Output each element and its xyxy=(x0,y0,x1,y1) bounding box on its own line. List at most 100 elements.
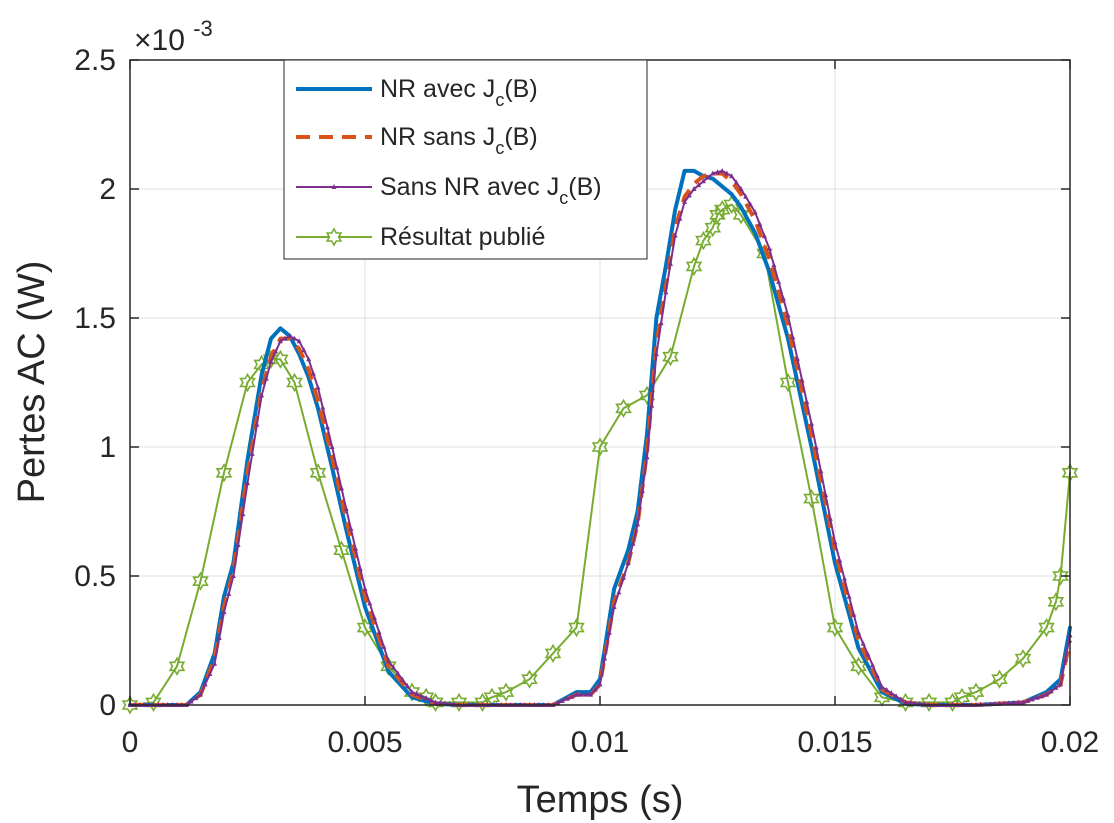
legend-samples xyxy=(296,87,372,247)
data-point xyxy=(733,179,739,185)
y-tick-label: 2.5 xyxy=(74,44,116,77)
data-point xyxy=(555,699,561,705)
data-point xyxy=(668,260,673,266)
data-point xyxy=(813,444,819,450)
data-point xyxy=(823,491,829,497)
y-exponent-label: ×10 -3 xyxy=(134,16,213,57)
data-point xyxy=(677,215,683,221)
legend-label-sans-nr-tail: (B) xyxy=(568,173,601,201)
data-point xyxy=(785,312,791,318)
data-point xyxy=(574,691,579,697)
data-point xyxy=(851,611,857,617)
data-point xyxy=(559,697,565,703)
data-point xyxy=(865,651,871,657)
data-point xyxy=(799,377,805,383)
x-tick-label: 0.02 xyxy=(1041,726,1099,759)
data-point xyxy=(273,348,279,354)
y-tick-label: 0.5 xyxy=(74,560,116,593)
data-point xyxy=(682,198,688,204)
data-point xyxy=(1014,649,1032,669)
data-point xyxy=(249,450,255,456)
data-point xyxy=(215,463,233,483)
data-point xyxy=(1044,691,1049,697)
data-point xyxy=(710,170,716,176)
data-point xyxy=(639,487,645,493)
data-point xyxy=(719,167,725,173)
data-point xyxy=(832,539,838,545)
data-point xyxy=(212,660,218,666)
data-point xyxy=(381,643,387,649)
data-point xyxy=(635,521,641,527)
data-point xyxy=(713,199,731,220)
data-point xyxy=(1034,694,1040,700)
legend-label-nr-avec-base: NR avec J xyxy=(380,75,495,103)
data-point xyxy=(653,351,659,357)
data-point xyxy=(400,676,406,682)
data-point xyxy=(1053,684,1059,690)
data-point xyxy=(306,356,312,362)
data-point xyxy=(1038,617,1055,638)
data-point xyxy=(672,232,678,238)
data-point xyxy=(790,334,796,340)
data-point xyxy=(301,347,307,353)
data-point xyxy=(286,372,303,393)
data-point xyxy=(569,693,575,699)
data-point xyxy=(497,682,515,702)
data-point xyxy=(309,463,327,483)
legend-box xyxy=(283,59,648,260)
data-point xyxy=(752,209,758,215)
data-point xyxy=(856,629,861,635)
data-point xyxy=(846,593,852,599)
data-point xyxy=(1029,696,1035,702)
data-point xyxy=(615,398,632,418)
data-point xyxy=(827,515,833,521)
data-point xyxy=(967,682,985,702)
data-point xyxy=(818,468,824,474)
data-point xyxy=(1039,693,1045,699)
data-point xyxy=(893,693,899,699)
data-point xyxy=(1062,656,1068,662)
data-point xyxy=(371,614,377,620)
data-point xyxy=(591,437,609,457)
x-tick-label: 0.015 xyxy=(797,726,872,759)
legend-label-sans-nr-base: Sans NR avec J xyxy=(380,173,559,201)
data-point xyxy=(192,571,209,591)
data-point xyxy=(263,375,269,381)
tick-labels: 0 0.005 0.01 0.015 0.02 0 0.5 1 1.5 2 2.5 xyxy=(74,44,1099,759)
data-point xyxy=(780,295,786,301)
data-point xyxy=(404,682,410,688)
data-point xyxy=(920,692,938,713)
data-point xyxy=(353,545,359,551)
legend-label-sans-nr-sub: c xyxy=(559,188,568,208)
data-point xyxy=(685,256,703,277)
data-point xyxy=(907,699,913,705)
x-tick-label: 0.005 xyxy=(327,726,402,759)
data-point xyxy=(743,193,749,199)
data-point xyxy=(357,565,363,571)
data-point xyxy=(226,591,232,597)
legend-label-nr-avec-tail: (B) xyxy=(504,75,537,103)
data-point xyxy=(804,399,810,405)
data-point xyxy=(390,664,396,670)
legend-label-nr-avec: NR avec Jc(B) xyxy=(380,75,538,110)
legend-label-nr-sans-base: NR sans J xyxy=(380,123,495,151)
data-point xyxy=(324,424,330,430)
data-point xyxy=(991,669,1008,689)
y-exponent-base: ×10 xyxy=(134,24,185,57)
y-tick-label: 2 xyxy=(99,173,116,206)
series-resultat-publie xyxy=(121,194,1079,715)
data-point xyxy=(277,338,283,344)
data-point xyxy=(879,683,885,689)
data-point xyxy=(616,589,622,595)
data-point xyxy=(376,629,382,635)
data-point xyxy=(630,540,636,546)
data-point xyxy=(898,696,904,702)
data-point xyxy=(860,640,866,646)
x-tick-label: 0.01 xyxy=(571,726,629,759)
data-point xyxy=(1001,700,1007,706)
data-point xyxy=(230,573,236,578)
data-point xyxy=(287,333,293,339)
data-point xyxy=(757,221,763,227)
data-point xyxy=(662,347,679,367)
